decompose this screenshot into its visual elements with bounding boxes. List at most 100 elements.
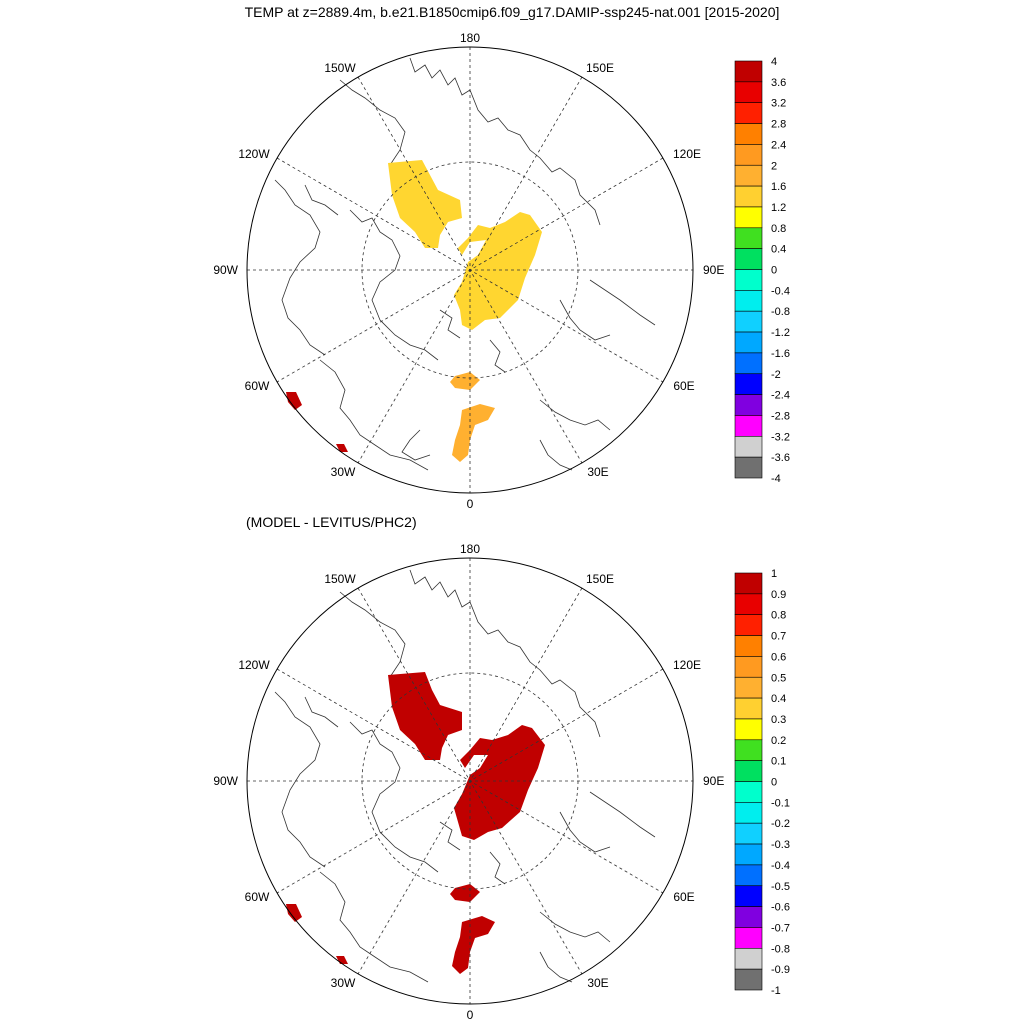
bottom-colorbar-tick-label: -0.9 <box>771 964 790 976</box>
top-fill-darkred-1 <box>286 392 302 410</box>
bottom-colorbar-swatch <box>734 906 763 928</box>
bottom-fill-red-2 <box>454 725 545 840</box>
top-fill-darkred-2 <box>336 444 348 452</box>
figure-title: TEMP at z=2889.4m, b.e21.B1850cmip6.f09_… <box>244 4 780 20</box>
top-colorbar-swatch <box>734 310 763 333</box>
top-lon-label-120w: 120W <box>238 147 270 161</box>
top-colorbar-swatch <box>734 144 763 166</box>
top-lon-label-90e: 90E <box>703 263 724 277</box>
bottom-colorbar-swatch <box>734 927 763 949</box>
bottom-colorbar-swatch <box>734 843 763 866</box>
top-colorbar-swatch <box>734 164 763 187</box>
top-fill-orange-1 <box>450 372 480 390</box>
top-colorbar-tick-label: 4 <box>771 56 777 68</box>
bottom-colorbar-tick-label: 0.4 <box>771 693 786 705</box>
bottom-coastlines <box>274 569 656 983</box>
top-colorbar-swatch <box>734 456 763 479</box>
top-colorbar-swatch <box>734 269 763 291</box>
bottom-colorbar-tick-label: 0.2 <box>771 735 786 747</box>
top-colorbar-swatch <box>734 102 763 124</box>
top-map-boundary <box>246 46 694 494</box>
bottom-colorbar-tick-label: -0.1 <box>771 797 790 809</box>
top-colorbar-tick-label: -2.4 <box>771 390 790 402</box>
top-colorbar-swatch <box>734 81 763 103</box>
bottom-colorbar-tick-label: 0 <box>771 777 777 789</box>
top-coastlines <box>274 57 656 471</box>
top-fill-yellow-1 <box>388 160 462 248</box>
top-colorbar-tick-label: -4 <box>771 473 781 485</box>
top-colorbar-swatch <box>734 415 763 437</box>
top-colorbar-tick-label: 0 <box>771 265 777 277</box>
bottom-lon-label-30w: 30W <box>331 976 356 990</box>
bottom-colorbar-tick-label: 0.5 <box>771 672 786 684</box>
top-colorbar-tick-label: -0.4 <box>771 285 790 297</box>
top-colorbar-tick-label: -1.6 <box>771 348 790 360</box>
top-colorbar-tick-label: 2.4 <box>771 139 786 151</box>
bottom-lon-label-60w: 60W <box>245 890 270 904</box>
bottom-colorbar-tick-label: 0.9 <box>771 589 786 601</box>
top-lon-label-30w: 30W <box>331 465 356 479</box>
top-colorbar-swatch <box>734 435 763 458</box>
bottom-colorbar-tick-label: -0.2 <box>771 818 790 830</box>
bottom-colorbar-tick-label: -0.5 <box>771 881 790 893</box>
bottom-colorbar-swatch <box>734 676 763 699</box>
bottom-colorbar-swatch <box>734 739 763 761</box>
top-colorbar-tick-label: 0.8 <box>771 223 786 235</box>
bottom-colorbar-swatch <box>734 885 763 907</box>
top-colorbar-tick-label: 3.6 <box>771 77 786 89</box>
bottom-colorbar-tick-label: -0.8 <box>771 943 790 955</box>
bottom-colorbar-tick-label: 0.1 <box>771 756 786 768</box>
top-colorbar-tick-label: 2.8 <box>771 119 786 131</box>
top-colorbar-tick-label: -3.6 <box>771 452 790 464</box>
bottom-fill-red-5 <box>286 904 302 922</box>
top-lon-label-60w: 60W <box>245 379 270 393</box>
top-colorbar-tick-label: -0.8 <box>771 306 790 318</box>
top-fill-orange-2 <box>452 404 495 462</box>
bottom-lon-label-120w: 120W <box>238 658 270 672</box>
top-colorbar-tick-label: -1.2 <box>771 327 790 339</box>
top-colorbar-swatch <box>734 248 763 270</box>
top-colorbar-swatch <box>734 123 763 145</box>
top-colorbar-tick-label: 0.4 <box>771 244 786 256</box>
top-colorbar-swatch <box>734 331 763 354</box>
bottom-colorbar-tick-label: 0.8 <box>771 610 786 622</box>
bottom-colorbar-swatch <box>734 822 763 845</box>
top-colorbar-tick-label: -2.8 <box>771 410 790 422</box>
bottom-colorbar-swatch <box>734 656 763 678</box>
bottom-lon-label-60e: 60E <box>673 890 694 904</box>
bottom-lon-label-120e: 120E <box>673 658 701 672</box>
top-colorbar-swatch <box>734 290 763 312</box>
top-colorbar-swatch <box>734 60 763 83</box>
top-colorbar-tick-label: 1.2 <box>771 202 786 214</box>
bottom-colorbar-tick-label: -0.4 <box>771 860 790 872</box>
top-colorbar-tick-label: -2 <box>771 369 781 381</box>
top-lon-label-0: 0 <box>467 497 474 511</box>
top-lon-label-150w: 150W <box>324 61 356 75</box>
bottom-colorbar-tick-label: -0.6 <box>771 902 790 914</box>
top-lon-label-180: 180 <box>460 31 480 45</box>
bottom-colorbar: 1 0.9 0.8 0.7 0.6 0.5 0.4 0.3 0.2 0.1 0 -0.1 -0.2 -0.… <box>734 568 790 997</box>
bottom-map-boundary <box>246 557 694 1005</box>
bottom-colorbar-swatch <box>734 968 763 991</box>
bottom-map-panel: 180 0 90W 90E 150W 150E 120W 120E 60W 60… <box>213 542 724 1022</box>
bottom-lon-label-90w: 90W <box>213 774 238 788</box>
top-fill-yellow-2 <box>454 212 542 330</box>
top-graticule <box>247 47 693 493</box>
bottom-colorbar-swatch <box>734 864 763 887</box>
top-lon-label-60e: 60E <box>673 379 694 393</box>
bottom-colorbar-swatch <box>734 718 763 741</box>
top-lon-label-90w: 90W <box>213 263 238 277</box>
bottom-colorbar-swatch <box>734 593 763 615</box>
bottom-colorbar-tick-label: -1 <box>771 985 781 997</box>
top-colorbar-tick-label: 2 <box>771 160 777 172</box>
bottom-fill-red-3 <box>450 884 480 902</box>
bottom-colorbar-swatch <box>734 760 763 782</box>
bottom-colorbar-swatch <box>734 572 763 595</box>
bottom-colorbar-tick-label: 0.6 <box>771 651 786 663</box>
top-colorbar-swatch <box>734 227 763 249</box>
bottom-fill-red-4 <box>452 916 495 974</box>
bottom-colorbar-swatch <box>734 802 763 824</box>
bottom-colorbar-tick-label: 0.3 <box>771 714 786 726</box>
bottom-colorbar-swatch <box>734 947 763 970</box>
